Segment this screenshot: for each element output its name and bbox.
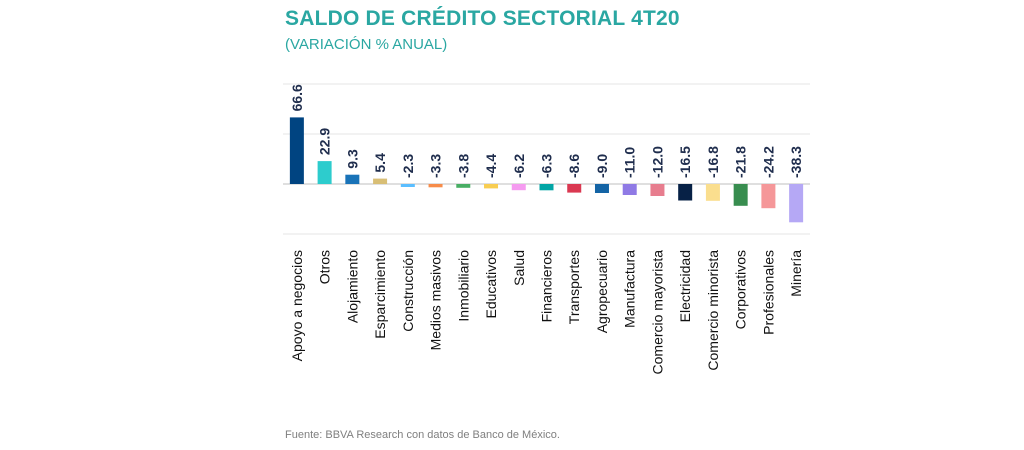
value-label: -24.2 <box>760 146 776 178</box>
bar <box>456 184 471 188</box>
value-label: -11.0 <box>622 147 638 178</box>
category-label: Electricidad <box>677 250 693 322</box>
category-label: Profesionales <box>760 250 776 335</box>
value-labels: 66.6 22.9 9.3 5.4 -2.3 -3.3 -3.8 -4.4 -6.2 -6.3 -8… <box>289 84 804 178</box>
value-label: -2.3 <box>400 154 416 178</box>
bar <box>567 184 582 193</box>
category-labels: Apoyo a negocios Otros Alojamiento Esparcim… <box>289 250 804 375</box>
category-label: Salud <box>511 250 527 286</box>
category-label: Otros <box>317 250 333 284</box>
value-label: -3.8 <box>455 154 471 178</box>
value-label: -21.8 <box>733 146 749 178</box>
chart-subtitle: (VARIACIÓN % ANUAL) <box>285 36 448 53</box>
value-label: -12.0 <box>649 146 665 178</box>
bar <box>594 184 609 193</box>
value-label: -38.3 <box>788 146 804 178</box>
bar <box>650 184 665 196</box>
bar <box>400 184 415 187</box>
category-label: Minería <box>788 250 804 297</box>
category-label: Apoyo a negocios <box>289 250 305 361</box>
bar <box>678 184 693 201</box>
category-label: Agropecuario <box>594 250 610 333</box>
bar <box>289 117 304 184</box>
bar <box>345 174 360 184</box>
value-label: 66.6 <box>289 84 305 111</box>
category-label: Comercio minorista <box>705 250 721 371</box>
bar <box>761 184 776 209</box>
bar <box>317 161 332 184</box>
value-label: -9.0 <box>594 154 610 178</box>
value-label: -6.3 <box>539 154 555 178</box>
category-label: Financieros <box>539 250 555 322</box>
category-label: Esparcimiento <box>372 250 388 339</box>
source-note: Fuente: BBVA Research con datos de Banco… <box>285 429 560 441</box>
value-label: 9.3 <box>344 149 360 169</box>
value-label: -6.2 <box>511 154 527 178</box>
value-label: -8.6 <box>566 154 582 178</box>
bar <box>622 184 637 195</box>
chart-title: SALDO DE CRÉDITO SECTORIAL 4T20 <box>285 7 680 30</box>
category-label: Inmobiliario <box>455 250 471 322</box>
category-label: Alojamiento <box>344 250 360 323</box>
bar <box>373 178 388 184</box>
category-label: Construcción <box>400 250 416 332</box>
bar <box>705 184 720 201</box>
value-label: -16.5 <box>677 146 693 178</box>
value-label: 5.4 <box>372 153 388 173</box>
bar <box>733 184 748 206</box>
bar <box>789 184 804 223</box>
category-label: Educativos <box>483 250 499 318</box>
category-label: Transportes <box>566 250 582 324</box>
value-label: -16.8 <box>705 146 721 178</box>
bar <box>511 184 526 191</box>
category-label: Corporativos <box>733 250 749 329</box>
category-label: Comercio mayorista <box>649 250 665 375</box>
value-label: 22.9 <box>317 128 333 155</box>
bars <box>289 117 804 223</box>
bar-chart: 66.6 22.9 9.3 5.4 -2.3 -3.3 -3.8 -4.4 -6.2 -6.3 -8… <box>283 83 810 375</box>
category-label: Manufactura <box>622 250 638 328</box>
bar <box>484 184 499 189</box>
bar <box>428 184 443 188</box>
value-label: -3.3 <box>428 154 444 178</box>
bar <box>539 184 554 191</box>
category-label: Medios masivos <box>428 250 444 350</box>
value-label: -4.4 <box>483 154 499 178</box>
